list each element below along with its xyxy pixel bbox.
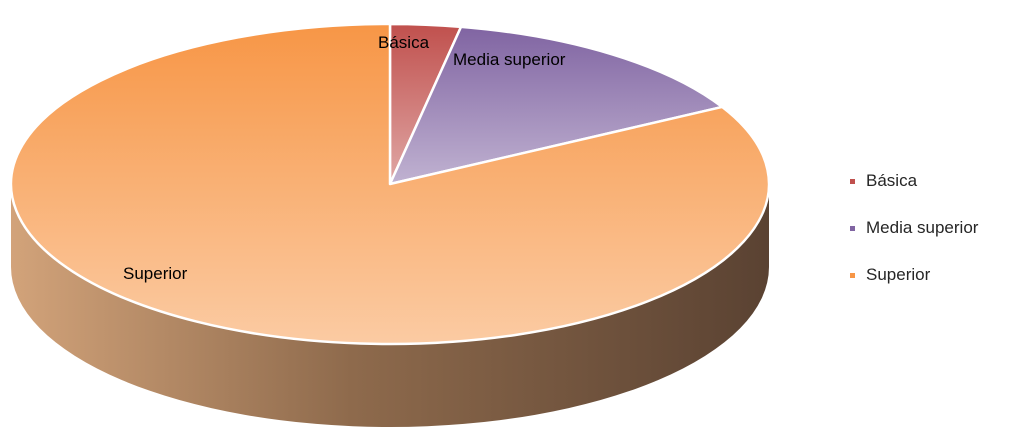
pie-slice-2 [9, 22, 771, 346]
legend-item-basica: Básica [850, 170, 978, 192]
pie-side-wall [11, 184, 769, 427]
pie-slice-label-0: Básica [378, 33, 430, 52]
legend-item-superior: Superior [850, 264, 978, 286]
legend-swatch-basica [850, 178, 855, 184]
legend-swatch-superior [850, 272, 855, 278]
legend-swatch-media-superior [850, 225, 855, 231]
legend-label-media-superior: Media superior [866, 218, 979, 237]
pie-slice-label-2: Superior [123, 264, 188, 283]
legend-label-basica: Básica [866, 171, 918, 190]
pie-slice-1 [388, 25, 724, 186]
pie-slice-label-1: Media superior [453, 50, 566, 69]
legend-label-superior: Superior [866, 265, 931, 284]
chart-legend: Básica Media superior Superior [850, 170, 978, 311]
legend-item-media-superior: Media superior [850, 217, 978, 239]
